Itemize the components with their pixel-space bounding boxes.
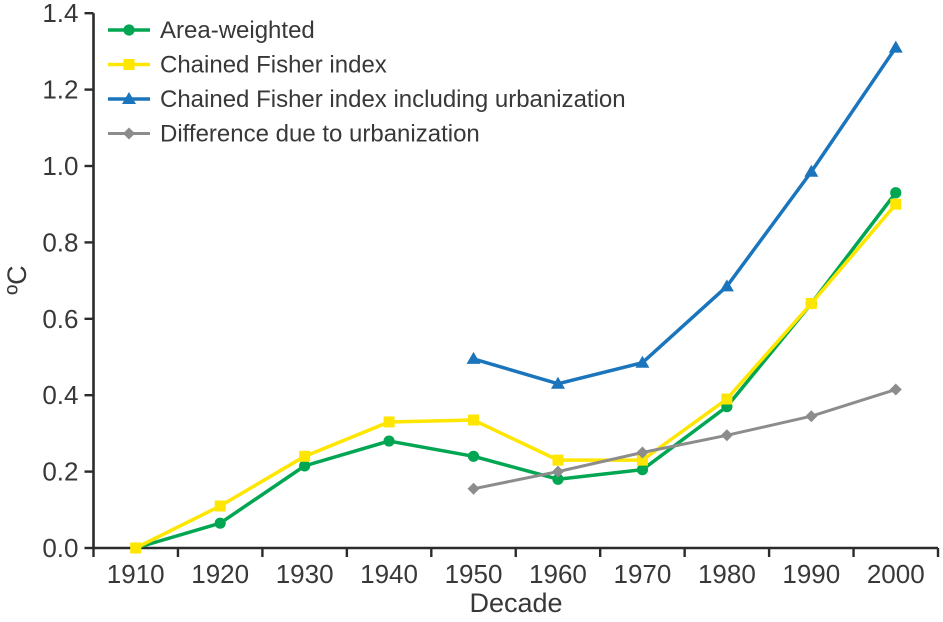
y-tick-label: 0.4 [42, 380, 78, 410]
square-marker [890, 198, 902, 210]
legend-label: Area-weighted [160, 17, 315, 44]
x-tick-label: 1940 [360, 559, 418, 589]
series-line-difference-due-to-urbanization [472, 387, 898, 491]
circle-marker [890, 187, 902, 199]
diamond-marker [636, 446, 649, 459]
triangle-marker [550, 376, 565, 389]
diamond-marker [123, 127, 135, 140]
y-tick-label: 1.4 [42, 0, 78, 28]
square-marker [123, 59, 135, 70]
series-line-chained-fisher-index-including-urbanization [471, 45, 898, 386]
circle-marker [299, 460, 311, 472]
y-axis-title: ºC [2, 265, 32, 294]
diamond-marker [720, 429, 733, 442]
x-tick-label: 1930 [276, 559, 334, 589]
circle-marker [552, 473, 564, 485]
triangle-marker [466, 351, 481, 364]
triangle-marker [719, 279, 734, 292]
square-marker [552, 454, 564, 466]
square-marker [721, 393, 733, 405]
x-tick-label: 1970 [614, 559, 672, 589]
legend-item-chained-fisher-index: Chained Fisher index [108, 52, 387, 79]
triangle-marker [888, 40, 903, 53]
x-axis-title: Decade [469, 588, 562, 618]
square-marker [214, 500, 226, 512]
y-tick-label: 0.6 [42, 304, 78, 334]
x-tick-label: 1910 [107, 559, 165, 589]
legend-label: Chained Fisher index including urbanizat… [160, 86, 626, 113]
diamond-marker [467, 482, 480, 495]
y-tick-label: 1.0 [42, 151, 78, 181]
triangle-marker [804, 164, 819, 177]
diamond-marker [805, 410, 818, 423]
x-tick-label: 1990 [782, 559, 840, 589]
legend-item-area-weighted: Area-weighted [108, 17, 315, 44]
circle-marker [123, 24, 135, 36]
circle-marker [214, 517, 226, 529]
diamond-marker [551, 465, 564, 478]
triangle-marker [635, 355, 650, 368]
series-line-area-weighted [133, 190, 898, 550]
y-tick-label: 0.2 [42, 457, 78, 487]
x-tick-label: 1950 [445, 559, 503, 589]
legend-label: Chained Fisher index [160, 52, 387, 79]
circle-marker [467, 450, 480, 462]
circle-marker [383, 435, 395, 447]
x-tick-label: 2000 [867, 559, 925, 589]
square-marker [299, 450, 311, 462]
diamond-marker [889, 383, 902, 396]
square-marker [468, 414, 480, 426]
triangle-marker [122, 92, 136, 104]
square-marker [130, 542, 142, 554]
square-marker [805, 298, 817, 310]
y-tick-label: 1.2 [42, 75, 78, 105]
axes: 0.0 0.2 0.4 0.6 0.8 1.0 1.2 1.4 1910 1920 1930 1940… [42, 0, 940, 589]
legend-item-chained-fisher-index-including-urbanization: Chained Fisher index including urbanizat… [108, 86, 626, 113]
legend-item-difference-due-to-urbanization: Difference due to urbanization [108, 121, 480, 148]
y-tick-label: 0.0 [42, 533, 78, 563]
square-marker [636, 454, 648, 466]
y-tick-label: 0.8 [42, 227, 78, 257]
legend: Area-weighted Chained Fisher index Chained… [108, 17, 626, 148]
x-tick-label: 1920 [191, 559, 249, 589]
square-marker [383, 416, 395, 428]
legend-label: Difference due to urbanization [160, 121, 480, 148]
series-group [130, 40, 903, 554]
circle-marker [636, 464, 649, 476]
series-line-chained-fisher-index [133, 202, 898, 550]
x-tick-label: 1960 [529, 559, 587, 589]
x-tick-label: 1980 [698, 559, 756, 589]
